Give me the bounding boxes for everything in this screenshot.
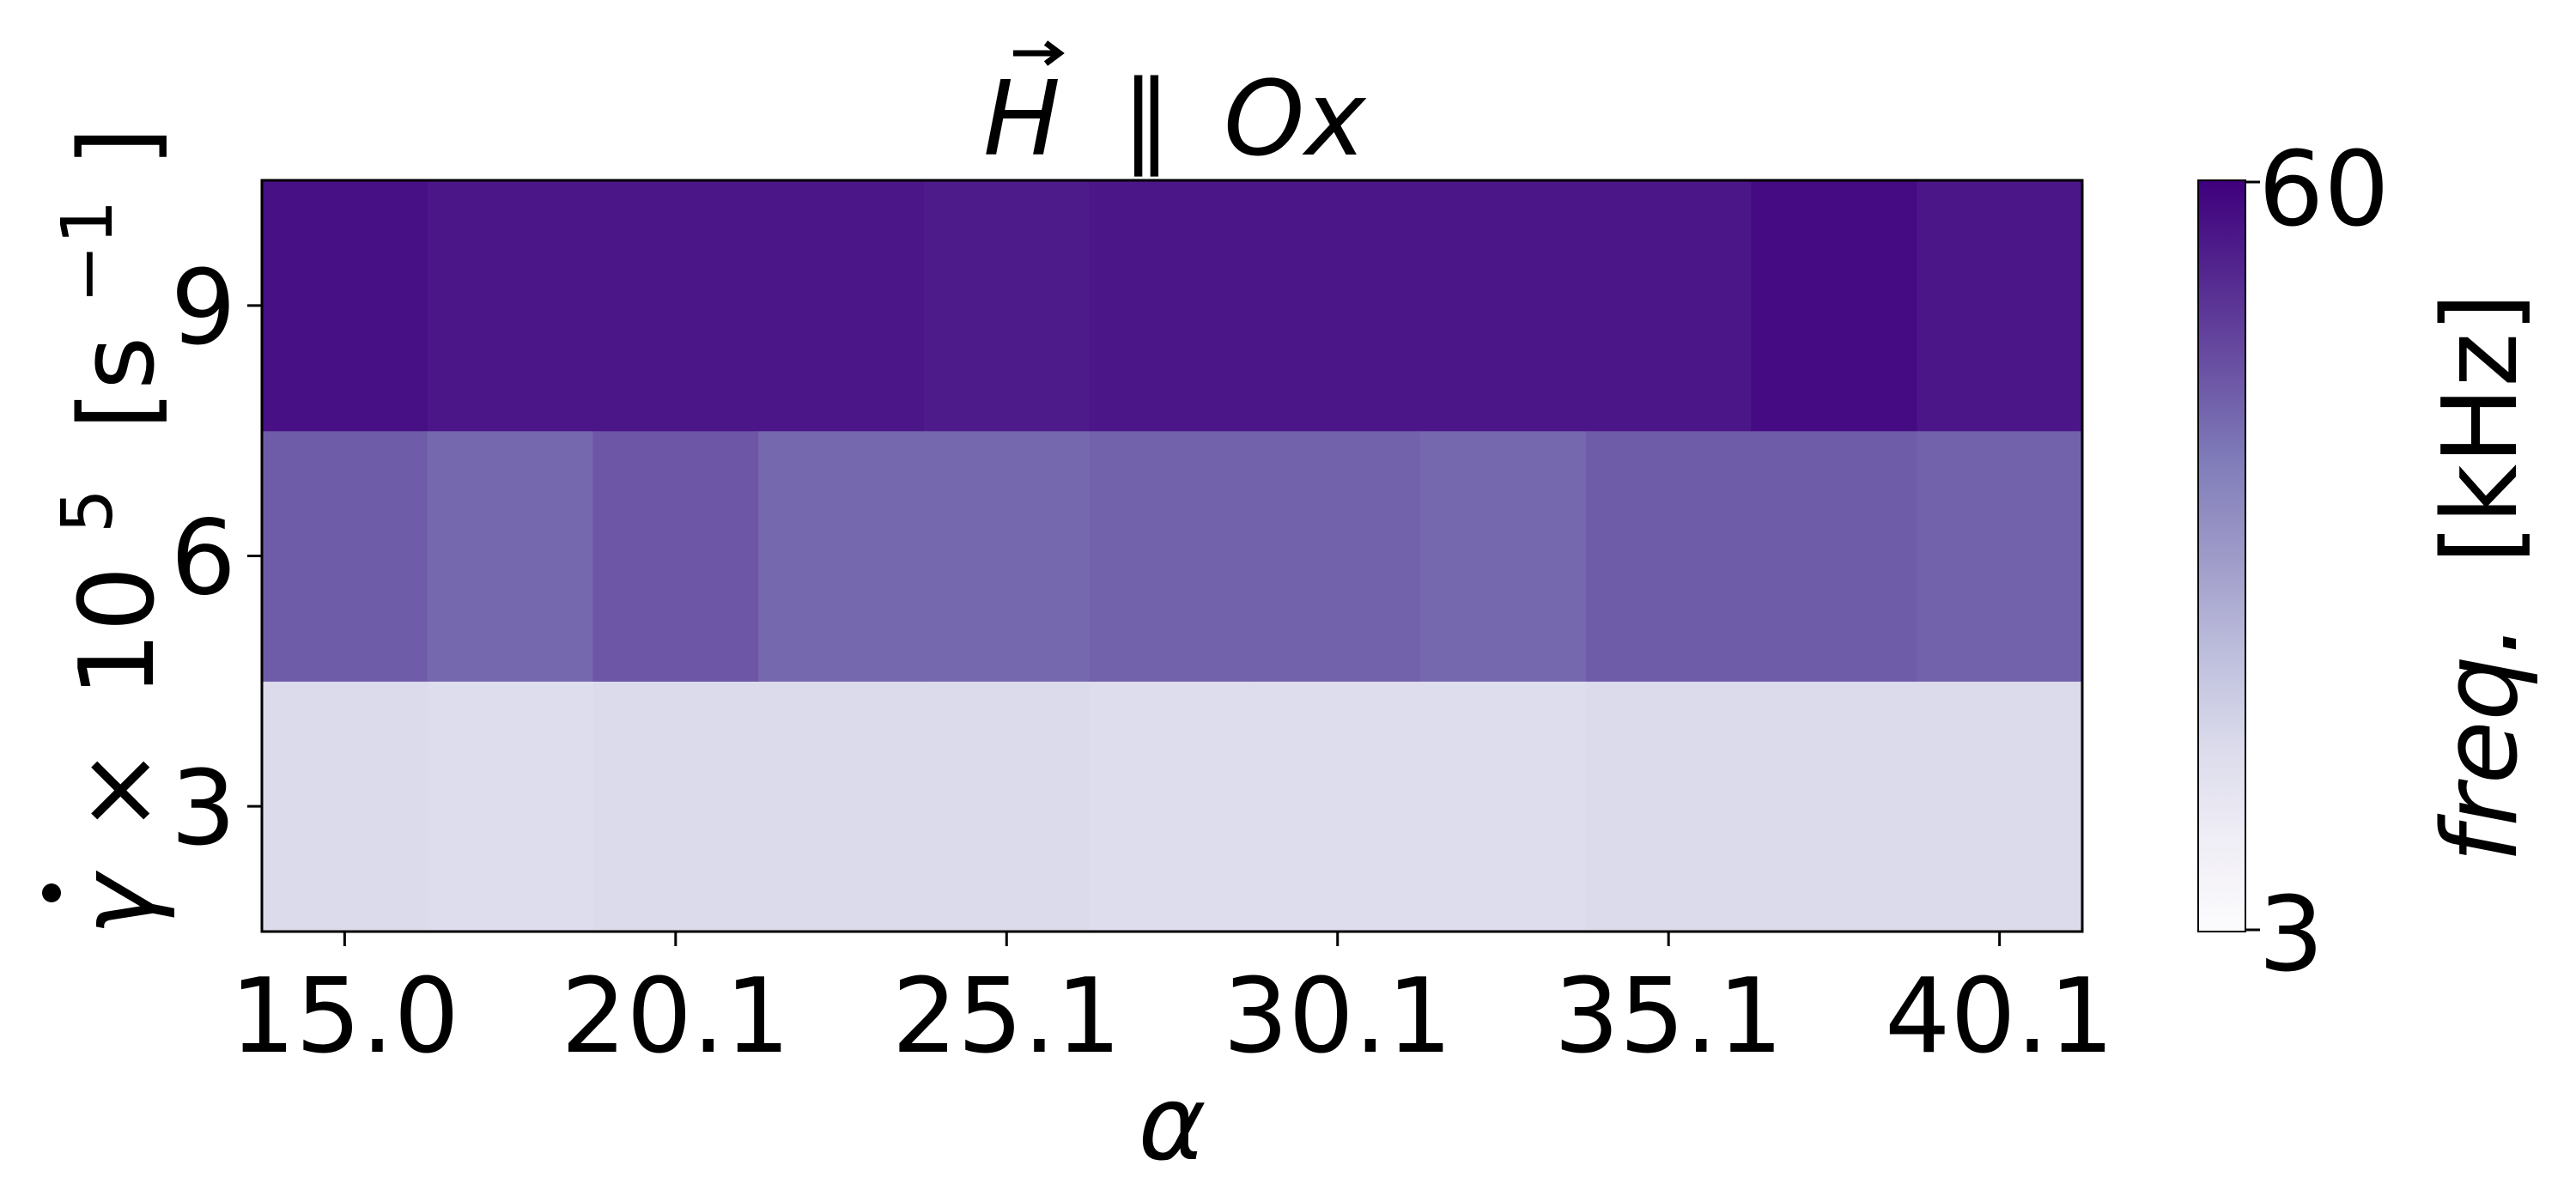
y-tick-label: 9 bbox=[171, 249, 236, 368]
heatmap-cell bbox=[1751, 430, 1917, 682]
gamma-dot-accent bbox=[42, 883, 61, 902]
heatmap-cell bbox=[1585, 681, 1753, 932]
heatmap-cell bbox=[1255, 681, 1421, 932]
heatmap-cell bbox=[1089, 430, 1255, 682]
x-tick-label: 15.0 bbox=[230, 957, 459, 1077]
colorbar-label: freq. [kHz] bbox=[2421, 293, 2541, 863]
heatmap-cell bbox=[1751, 180, 1917, 432]
heatmap-cell bbox=[758, 681, 925, 932]
heatmap-cell bbox=[1420, 180, 1587, 432]
heatmap-cell bbox=[427, 430, 594, 682]
colorbar-gradient bbox=[2197, 179, 2246, 932]
heatmap-cell bbox=[1585, 430, 1753, 682]
x-tick-label: 30.1 bbox=[1223, 957, 1452, 1077]
heatmap-cell bbox=[592, 180, 759, 432]
heatmap-cell bbox=[592, 430, 759, 682]
heatmap-cell bbox=[1420, 681, 1587, 932]
heatmap-cell bbox=[1751, 681, 1917, 932]
chart-title: H ∥ Ox bbox=[983, 40, 1367, 179]
y-tick-label: 6 bbox=[171, 500, 236, 619]
title-parallel-symbol: ∥ bbox=[1121, 60, 1172, 179]
heatmap-cell bbox=[1089, 681, 1255, 932]
colorbar-tick-label-max: 60 bbox=[2258, 131, 2390, 250]
colorbar-label-text: freq. [kHz] bbox=[2421, 293, 2541, 863]
heatmap-cell bbox=[262, 180, 428, 432]
y-axis-label-text: γ × 10 5 [s −1 ] bbox=[17, 127, 178, 936]
heatmap-cell bbox=[427, 180, 594, 432]
colorbar: 60 3 bbox=[2197, 131, 2390, 995]
heatmap-cell bbox=[923, 430, 1091, 682]
heatmap-cell bbox=[262, 681, 428, 932]
x-axis-label: α bbox=[1138, 1065, 1206, 1184]
y-axis-ticks: 3 6 9 bbox=[171, 249, 262, 869]
title-vector-arrow bbox=[1013, 40, 1065, 66]
heatmap-cell bbox=[427, 681, 594, 932]
title-field-symbol: H bbox=[983, 60, 1060, 179]
title-axis-text: Ox bbox=[1224, 60, 1367, 179]
x-tick-label: 25.1 bbox=[892, 957, 1121, 1077]
colorbar-tick-label-min: 3 bbox=[2258, 876, 2324, 995]
y-axis-label: γ × 10 5 [s −1 ] bbox=[17, 127, 178, 936]
heatmap-cell bbox=[758, 430, 925, 682]
heatmap-cell bbox=[592, 681, 759, 932]
heatmap-cell bbox=[1255, 180, 1421, 432]
heatmap-cell bbox=[923, 681, 1091, 932]
x-tick-label: 35.1 bbox=[1554, 957, 1783, 1077]
heatmap-cell bbox=[262, 430, 428, 682]
x-tick-label: 20.1 bbox=[561, 957, 790, 1077]
heatmap-cell bbox=[1089, 180, 1255, 432]
heatmap-cell bbox=[1917, 430, 2083, 682]
heatmap-cell bbox=[923, 180, 1091, 432]
y-tick-label: 3 bbox=[171, 750, 236, 869]
heatmap-cell bbox=[1917, 681, 2083, 932]
heatmap-cell bbox=[1917, 180, 2083, 432]
x-axis-ticks: 15.0 20.1 25.1 30.1 35.1 40.1 bbox=[230, 932, 2114, 1077]
heatmap-cell bbox=[1585, 180, 1753, 432]
heatmap-cell bbox=[1420, 430, 1587, 682]
heatmap-cell bbox=[758, 180, 925, 432]
heatmap-cell bbox=[1255, 430, 1421, 682]
x-tick-label: 40.1 bbox=[1885, 957, 2114, 1077]
heatmap-cells bbox=[262, 180, 2083, 932]
